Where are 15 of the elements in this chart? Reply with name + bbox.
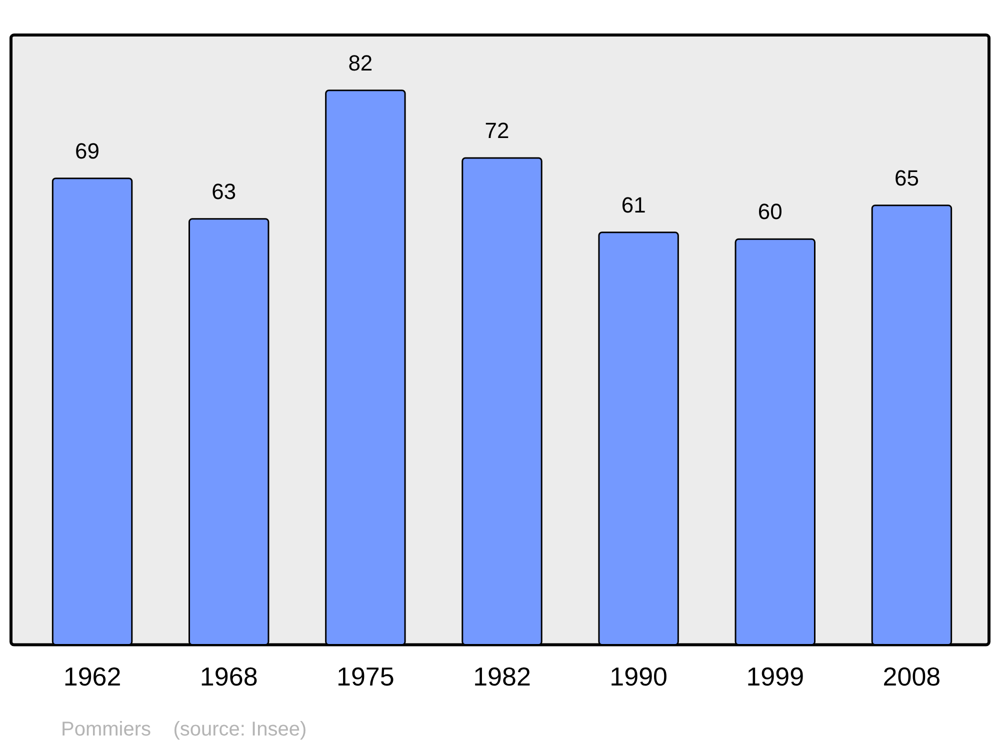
data-label: 69 <box>75 138 100 164</box>
x-tick-label: 1962 <box>63 662 122 692</box>
x-tick-label: 1975 <box>336 662 394 692</box>
data-label: 63 <box>212 178 236 204</box>
data-label: 82 <box>348 50 373 76</box>
x-tick-label: 2008 <box>882 662 941 692</box>
text: Pommiers (source: Insee) <box>61 718 307 741</box>
data-label: 60 <box>758 199 782 224</box>
x-tick-label: 1990 <box>610 662 668 692</box>
x-tick-label: 1968 <box>200 662 258 692</box>
x-tick-label: 1999 <box>746 662 804 692</box>
data-label: 65 <box>894 165 919 190</box>
data-label: 61 <box>621 192 646 218</box>
data-label: 72 <box>484 118 510 144</box>
x-tick-label: 1982 <box>473 662 531 692</box>
